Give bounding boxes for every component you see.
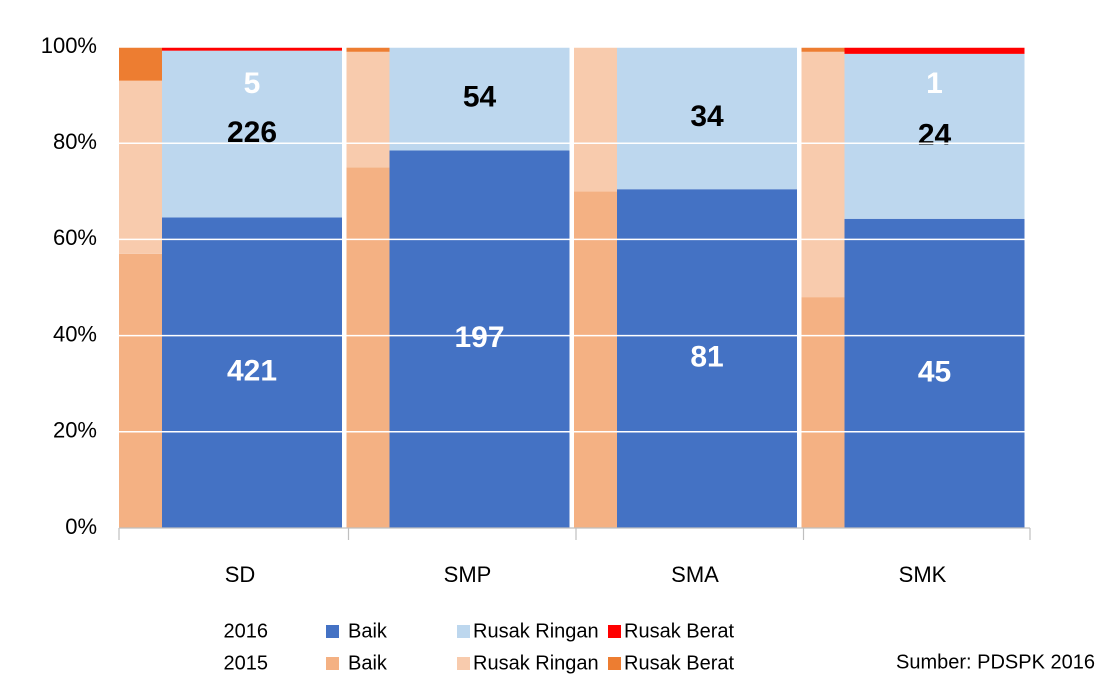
bar-segment xyxy=(389,150,570,529)
bar-segment xyxy=(346,51,390,168)
y-tick-label: 0% xyxy=(65,514,97,539)
data-label: 1 xyxy=(926,67,943,100)
bar-segment xyxy=(801,297,845,528)
y-tick-label: 20% xyxy=(53,418,97,443)
legend-label: Baik xyxy=(348,652,388,674)
bar-segment xyxy=(119,253,162,528)
y-tick-label: 80% xyxy=(53,129,97,154)
data-label: 421 xyxy=(227,355,277,388)
legend-swatch xyxy=(457,657,470,670)
legend-label: Baik xyxy=(348,620,388,642)
bar-segment xyxy=(574,47,617,192)
bar-segment xyxy=(162,50,342,218)
bar-segment xyxy=(119,80,162,254)
data-label: 24 xyxy=(918,118,952,151)
legend-label: Rusak Ringan xyxy=(473,652,599,674)
legend-label: Rusak Berat xyxy=(624,652,734,674)
legend-group-label: 2016 xyxy=(224,620,269,642)
data-label: 81 xyxy=(690,341,723,374)
data-label: 5 xyxy=(244,67,261,100)
bar-segment xyxy=(844,47,1025,54)
bar-segment xyxy=(162,217,342,528)
bar-segment xyxy=(119,47,162,81)
data-label: 226 xyxy=(227,116,277,149)
legend-swatch xyxy=(326,657,339,670)
data-label: 197 xyxy=(454,321,504,354)
y-tick-label: 100% xyxy=(41,33,97,58)
bar-segment xyxy=(617,47,797,190)
legend-swatch xyxy=(608,657,621,670)
bar-segment xyxy=(162,47,342,51)
legend-label: Rusak Berat xyxy=(624,620,734,642)
x-tick-label: SMA xyxy=(671,562,719,587)
data-label: 45 xyxy=(918,355,951,388)
data-label: 34 xyxy=(690,100,724,133)
bar-segment xyxy=(844,53,1025,219)
x-tick-label: SMP xyxy=(444,562,492,587)
legend-swatch xyxy=(326,625,339,638)
x-tick-label: SMK xyxy=(899,562,947,587)
bar-segment xyxy=(389,47,570,151)
bar-segment xyxy=(346,167,390,528)
bar-segment xyxy=(801,47,845,52)
legend-swatch xyxy=(608,625,621,638)
bar-segment xyxy=(574,191,617,529)
bar-segment xyxy=(801,51,845,298)
bar-segment xyxy=(346,47,390,52)
legend-swatch xyxy=(457,625,470,638)
bar-segment xyxy=(617,189,797,529)
x-tick-label: SD xyxy=(225,562,256,587)
y-tick-label: 40% xyxy=(53,321,97,346)
source-note: Sumber: PDSPK 2016 xyxy=(896,651,1095,673)
legend-label: Rusak Ringan xyxy=(473,620,599,642)
legend-group-label: 2015 xyxy=(224,652,269,674)
y-tick-label: 60% xyxy=(53,225,97,250)
bar-segment xyxy=(844,218,1025,529)
data-label: 54 xyxy=(463,81,497,114)
